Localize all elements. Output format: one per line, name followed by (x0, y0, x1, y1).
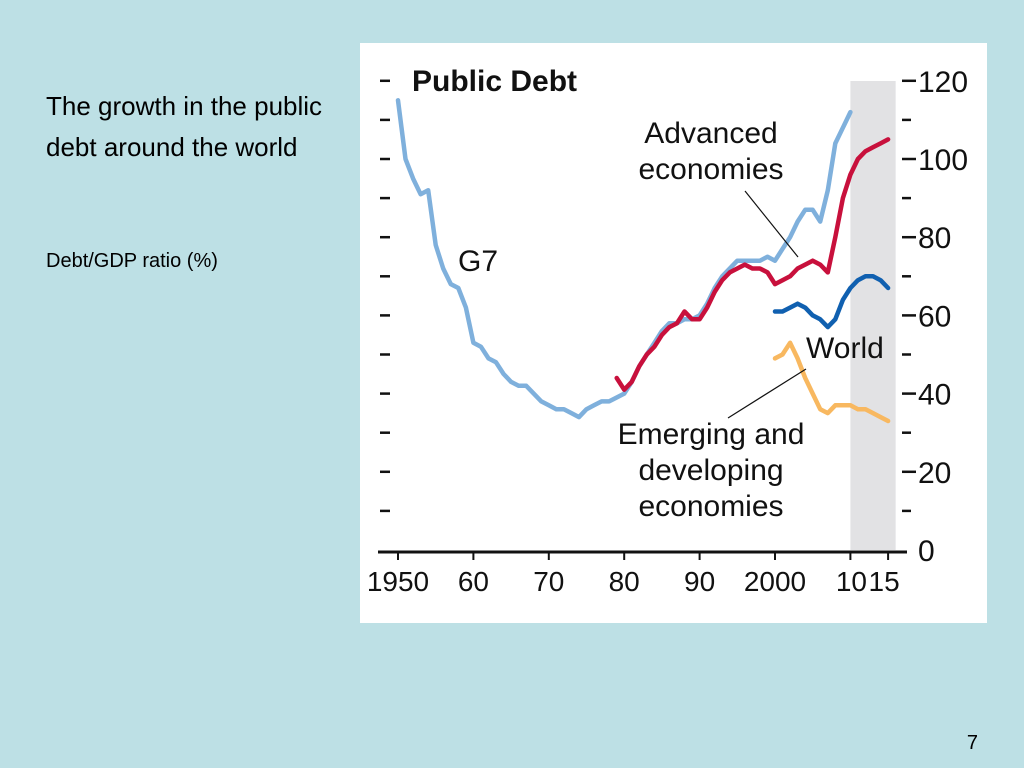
slide-subtitle: Debt/GDP ratio (%) (46, 250, 218, 272)
emerging-and-developing-economies-line (772, 340, 891, 424)
x-tick-label: 60 (458, 566, 489, 597)
x-tick-label: 90 (684, 566, 715, 597)
x-tick-label: 2000 (744, 566, 806, 597)
public-debt-chart: 1950 60 70 80 90 2000 10 15 0 20 40 60 80 100 120 G7 Ad… (367, 65, 968, 597)
y-tick-label: 40 (918, 379, 951, 412)
world-line (772, 274, 891, 330)
x-tick-label: 80 (609, 566, 640, 597)
y-tick-label: 0 (918, 535, 935, 568)
page-number: 7 (966, 732, 978, 754)
chart-title: Public Debt (412, 65, 577, 98)
y-tick-label: 100 (918, 144, 968, 177)
advanced-leader-line (744, 190, 799, 258)
chart-panel: 1950 60 70 80 90 2000 10 15 0 20 40 60 80 100 120 G7 Ad… (360, 43, 987, 623)
x-tick-label: 15 (869, 566, 900, 597)
advanced-economies-line (614, 137, 891, 392)
x-tick-label: 1950 (367, 566, 429, 597)
emerging-leader-line (727, 368, 807, 419)
projection-shading (850, 81, 896, 550)
y-tick-label: 60 (918, 300, 951, 333)
y-tick-label: 80 (918, 222, 951, 255)
g7-label: G7 (458, 245, 498, 278)
x-tick-label: 10 (836, 566, 867, 597)
y-tick-label: 20 (918, 457, 951, 490)
y-tick-label: 120 (918, 66, 968, 99)
advanced-economies-label: Advanced economies (638, 117, 783, 186)
x-tick-label: 70 (533, 566, 564, 597)
world-label: World (806, 332, 884, 365)
g7-line (395, 98, 853, 420)
emerging-economies-label: Emerging and developing economies (618, 418, 805, 523)
slide-title: The growth in the public debt around the… (46, 91, 323, 162)
